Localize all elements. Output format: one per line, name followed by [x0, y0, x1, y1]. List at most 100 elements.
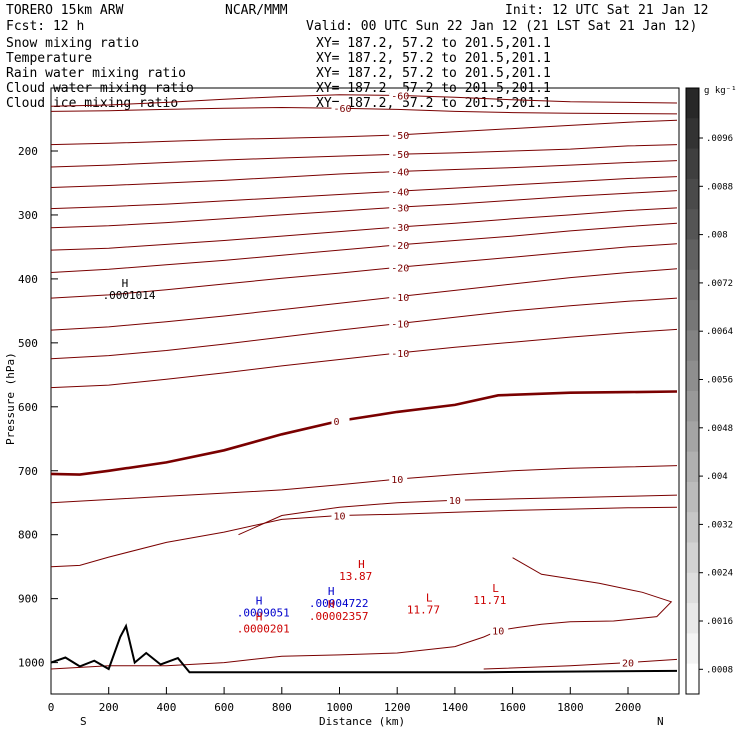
colorbar-tick-label: .0032	[706, 520, 733, 530]
isotherm-label-bg	[389, 165, 408, 177]
colorbar-swatch	[686, 300, 699, 331]
y-tick-label: 700	[18, 465, 38, 478]
colorbar: .0096 .0088 .008 .0072 .0064 .0056 .0048 .004 .0…	[685, 87, 733, 695]
model-label: TORERO 15km ARW	[6, 3, 124, 18]
colorbar-tick-label: .0096	[706, 134, 733, 144]
x-tick-label: 1200	[384, 701, 411, 714]
colorbar-swatch	[686, 663, 699, 695]
y-tick-label: 400	[18, 273, 38, 286]
x-tick-label: 400	[157, 701, 177, 714]
colorbar-swatch	[686, 148, 699, 180]
y-tick-label: 200	[18, 145, 38, 158]
colorbar-swatch	[686, 451, 699, 483]
legend-name: Cloud ice mixing ratio	[6, 96, 178, 111]
extremum-value: .00002357	[309, 610, 369, 623]
isotherm-label: 0	[334, 417, 340, 428]
legend-xy: XY= 187.2, 57.2 to 201.5,201.1	[316, 51, 551, 66]
colorbar-tick-label: .004	[706, 472, 728, 482]
colorbar-tick-label: .0072	[706, 279, 733, 289]
colorbar-swatch	[686, 178, 699, 210]
isotherm-label-bg	[389, 239, 408, 251]
legend: Snow mixing ratio XY= 187.2, 57.2 to 201…	[6, 36, 551, 111]
x-tick-label: 200	[99, 701, 119, 714]
colorbar-tick-label: .0024	[706, 569, 733, 579]
y-tick-label: 600	[18, 401, 38, 414]
extremum-mark: H	[328, 598, 335, 611]
y-tick-label: 900	[18, 593, 38, 606]
isotherm-label: -50	[391, 131, 409, 142]
legend-xy: XY= 187.2, 57.2 to 201.5,201.1	[316, 66, 551, 81]
extremum-mark: H	[256, 611, 263, 624]
x-tick-label: 1400	[442, 701, 469, 714]
extremum-value: .0000201	[237, 623, 290, 636]
legend-name: Snow mixing ratio	[6, 36, 139, 51]
isotherm-line	[51, 557, 673, 670]
y-tick-label: 800	[18, 529, 38, 542]
y-tick-label: 1000	[18, 657, 45, 670]
north-label: N	[657, 715, 664, 728]
colorbar-swatch	[686, 360, 699, 392]
isotherms: -60 -60 -50 -50 -40 -40 -30 -30 -20 -20 -10 -10 -10 0…	[51, 89, 678, 670]
extremum-value: .0001014	[103, 289, 156, 302]
colorbar-unit: g kg⁻¹	[704, 86, 737, 96]
isotherm-line	[51, 160, 678, 188]
init-label: Init: 12 UTC Sat 21 Jan 12	[505, 3, 709, 18]
colorbar-swatch	[686, 481, 699, 513]
colorbar-tick-label: .008	[706, 231, 728, 241]
south-label: S	[80, 715, 87, 728]
isotherm-label: -60	[334, 104, 352, 115]
isotherm-label-bg	[331, 414, 350, 426]
extremum-mark: H	[256, 595, 263, 608]
extremum-mark: L	[492, 582, 499, 595]
colorbar-swatch	[686, 88, 699, 119]
isotherm-line	[51, 268, 678, 331]
isotherm-label-bg	[446, 494, 465, 506]
colorbar-tick-label: .0008	[706, 665, 733, 675]
center-label: NCAR/MMM	[225, 3, 288, 18]
colorbar-tick-label: .0056	[706, 376, 733, 386]
extrema-markers: H.0001014H13.87H.00004722H.00002357H.000…	[103, 277, 507, 636]
extremum-value: .00004722	[309, 597, 369, 610]
isotherm-line	[51, 297, 678, 360]
fcst-label: Fcst: 12 h	[6, 19, 84, 34]
isotherm-line	[51, 94, 678, 107]
colorbar-swatch	[686, 209, 699, 240]
isotherm-label-bg	[389, 317, 408, 329]
isotherm-label-bg	[389, 201, 408, 213]
x-tick-label: 0	[48, 701, 55, 714]
plot-frame	[50, 87, 680, 695]
isotherm-line	[51, 390, 678, 476]
terrain	[50, 623, 678, 674]
isotherm-line	[51, 328, 678, 389]
legend-xy: XY= 187.2, 57.2 to 201.5,201.1	[316, 36, 551, 51]
isotherm-label-bg	[389, 473, 408, 485]
isotherm-line	[51, 144, 678, 168]
colorbar-swatch	[686, 330, 699, 362]
extremum-mark: H	[358, 558, 365, 571]
isotherm-label: -40	[391, 167, 409, 178]
isotherm-label: 10	[391, 475, 403, 486]
isotherm-label: -20	[391, 263, 409, 274]
isotherm-label-bg	[389, 148, 408, 160]
isotherm-label: -20	[391, 241, 409, 252]
isotherm-label-bg	[389, 129, 408, 141]
isotherm-label: -10	[391, 320, 409, 331]
extremum-value: 11.71	[473, 594, 506, 607]
isotherm-line	[51, 119, 678, 146]
colorbar-swatch	[686, 603, 699, 634]
isotherm-label-bg	[389, 261, 408, 273]
isotherm-label: -50	[391, 150, 409, 161]
colorbar-swatch	[686, 239, 699, 271]
isotherm-label-bg	[331, 509, 350, 521]
terrain-line	[50, 623, 678, 674]
legend-xy: XY= 187.2, 57.2 to 201.5,201.1	[316, 96, 551, 111]
isotherm-line	[51, 243, 678, 299]
isotherm-line	[51, 176, 678, 210]
x-tick-label: 1800	[557, 701, 584, 714]
extremum-value: 13.87	[339, 570, 372, 583]
colorbar-tick-label: .0016	[706, 617, 733, 627]
extremum-mark: H	[122, 277, 129, 290]
colorbar-swatch	[686, 542, 699, 574]
isotherm-label-bg	[389, 89, 408, 101]
